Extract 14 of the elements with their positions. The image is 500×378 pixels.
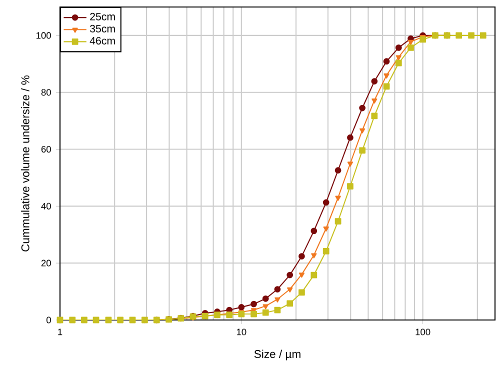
y-tick-label: 0 xyxy=(46,316,51,324)
y-tick-label: 100 xyxy=(36,32,51,39)
legend-label: 35cm xyxy=(90,24,115,32)
legend-label: 25cm xyxy=(90,12,115,20)
y-axis-title: Cummulative volume undersize / % xyxy=(21,75,30,252)
legend-label: 46cm xyxy=(90,36,115,45)
y-tick-label: 40 xyxy=(41,202,51,210)
y-tick-label: 60 xyxy=(41,146,51,153)
x-tick-label: 100 xyxy=(416,328,430,336)
x-axis-title: Size / µm xyxy=(254,350,300,360)
x-tick-label: 1 xyxy=(58,328,62,336)
y-tick-label: 80 xyxy=(41,89,51,96)
x-tick-label: 10 xyxy=(236,328,246,336)
y-tick-label: 20 xyxy=(41,260,51,266)
